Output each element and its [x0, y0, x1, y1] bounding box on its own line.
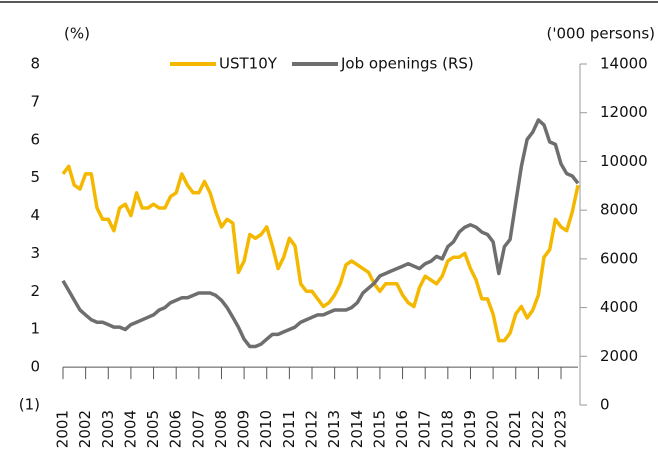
y2-tick-label: 12000: [600, 103, 648, 121]
x-tick-label: 2008: [212, 410, 230, 448]
x-tick-label: 2007: [189, 410, 207, 448]
x-tick-label: 2020: [484, 410, 502, 448]
x-tick-label: 2019: [461, 410, 479, 448]
y2-axis-label: ('000 persons): [547, 25, 655, 43]
y-tick-label: 5: [30, 168, 40, 186]
x-tick-label: 2006: [167, 410, 185, 448]
x-tick-label: 2012: [303, 410, 321, 448]
x-tick-label: 2017: [416, 410, 434, 448]
y-tick-label: (1): [19, 396, 40, 414]
x-tick-label: 2015: [370, 410, 388, 448]
x-tick-label: 2021: [506, 410, 524, 448]
y2-tick-label: 2000: [600, 347, 638, 365]
y-axis-label: (%): [64, 25, 90, 43]
x-tick-label: 2011: [280, 410, 298, 448]
x-tick-label: 2001: [54, 410, 72, 448]
y2-tick-label: 6000: [600, 249, 638, 267]
y-tick-label: 4: [30, 206, 40, 224]
y2-tick-label: 8000: [600, 201, 638, 219]
y-tick-label: 7: [30, 92, 40, 110]
x-tick-label: 2022: [529, 410, 547, 448]
x-tick-label: 2023: [552, 410, 570, 448]
y-tick-label: 0: [30, 358, 40, 376]
x-tick-label: 2010: [257, 410, 275, 448]
y2-tick-label: 10000: [600, 152, 648, 170]
y-tick-label: 2: [30, 282, 40, 300]
x-tick-label: 2003: [99, 410, 117, 448]
y-tick-label: 8: [30, 55, 40, 73]
y-tick-label: 1: [30, 320, 40, 338]
legend-label: UST10Y: [219, 55, 278, 73]
y-tick-label: 3: [30, 244, 40, 262]
x-tick-label: 2009: [235, 410, 253, 448]
x-tick-label: 2005: [144, 410, 162, 448]
y2-tick-label: 0: [600, 396, 610, 414]
y2-tick-label: 14000: [600, 55, 648, 73]
y2-tick-label: 4000: [600, 298, 638, 316]
x-tick-label: 2013: [325, 410, 343, 448]
x-tick-label: 2004: [121, 410, 139, 448]
series-line: [61, 118, 580, 349]
series-line: [61, 164, 580, 343]
legend-label: Job openings (RS): [340, 55, 474, 73]
x-tick-label: 2002: [76, 410, 94, 448]
x-tick-label: 2018: [438, 410, 456, 448]
x-tick-label: 2016: [393, 410, 411, 448]
y-tick-label: 6: [30, 130, 40, 148]
x-tick-label: 2014: [348, 410, 366, 448]
